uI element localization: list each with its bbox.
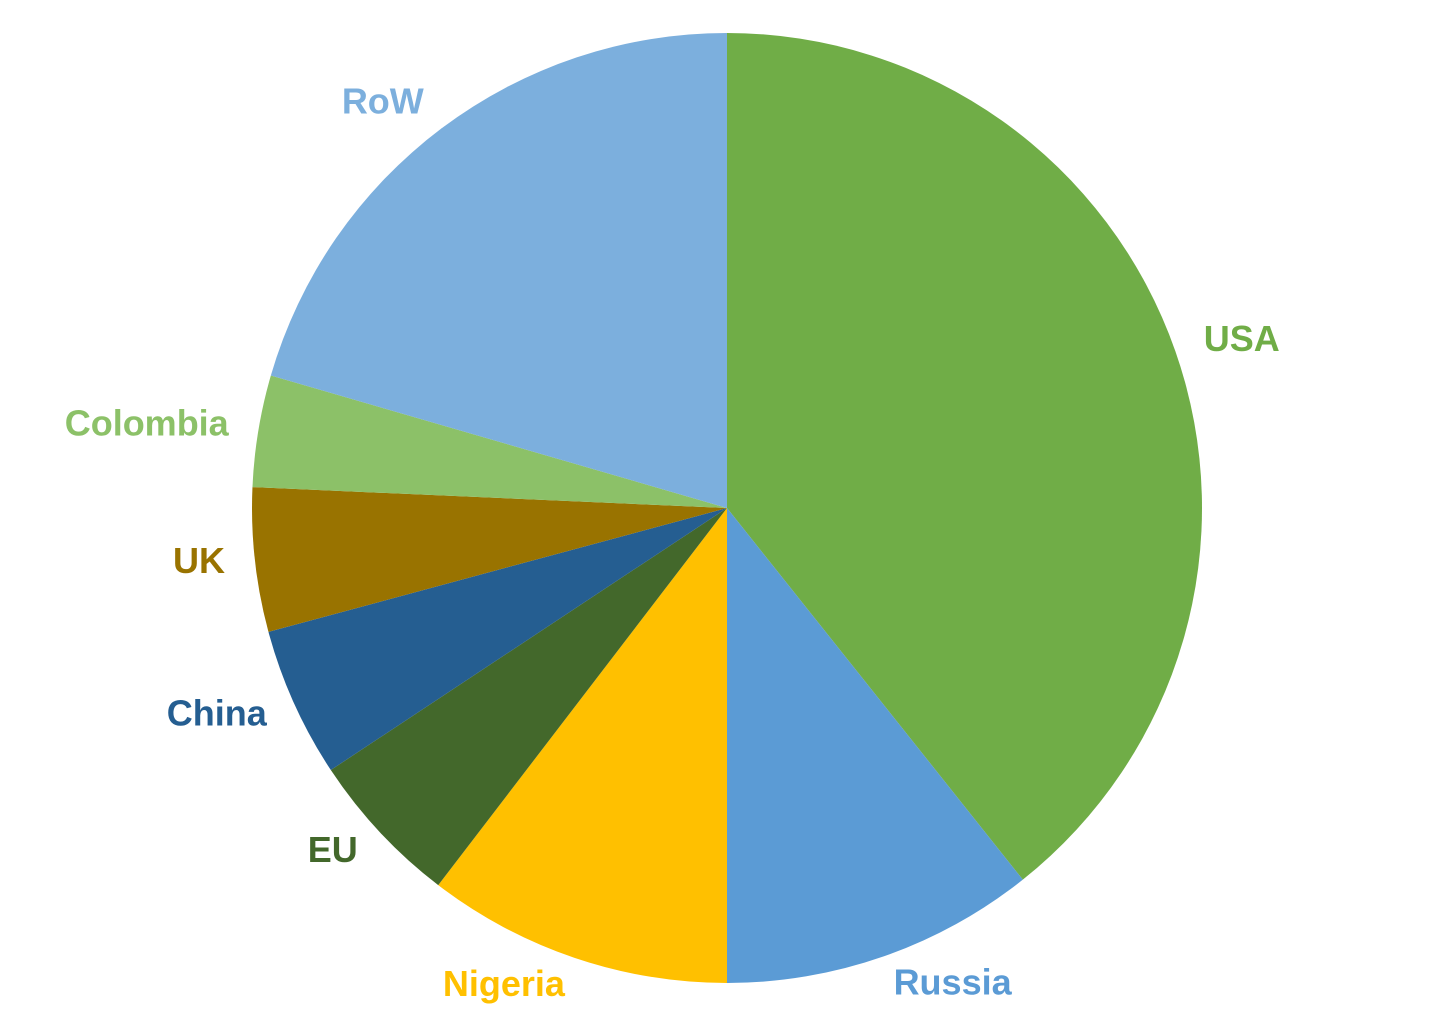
pie-slice [727,33,1202,880]
pie-slice [268,508,727,771]
slice-label: Colombia [65,402,230,443]
slice-label: Nigeria [443,963,566,1004]
pie-slice [438,508,727,983]
slice-label: China [167,692,268,733]
slice-label: RoW [342,81,424,122]
pie-slice [252,375,727,508]
slice-label: Russia [894,961,1013,1002]
pie-slice [251,487,727,632]
slice-label: USA [1204,318,1280,359]
slice-label: EU [308,829,358,870]
pie-slice [727,508,1023,983]
pie-slice [270,33,727,508]
slice-label: UK [173,540,225,581]
pie-slice [330,508,727,886]
